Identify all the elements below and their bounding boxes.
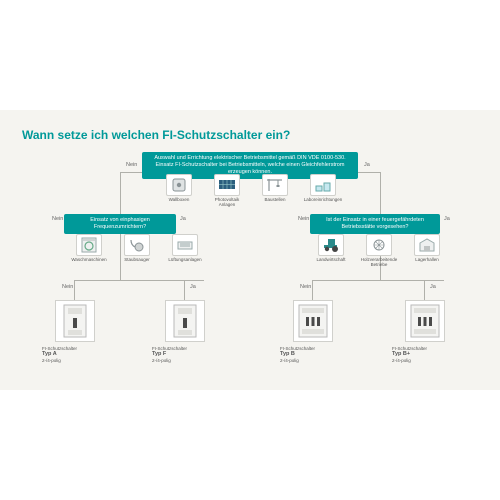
icon-row-left: Waschmaschinen Staubsauger Lüftungsanlagen	[70, 234, 204, 263]
label-yes: Ja	[430, 284, 436, 290]
lab-icon	[310, 174, 336, 196]
icon-row-right: Landwirtschaft Holzverarbeitende Betriebe…	[312, 234, 446, 268]
slide: Wann setze ich welchen FI-Schutzschalter…	[0, 110, 500, 390]
label-yes: Ja	[190, 284, 196, 290]
vacuum-icon	[124, 234, 150, 256]
icon-row-top: Wallboxen Photovoltaik Anlagen Baustellen L…	[160, 174, 342, 208]
icon-label: Lagerhallen	[415, 258, 439, 263]
device-icon	[55, 300, 95, 342]
icon-label: Wallboxen	[169, 198, 190, 203]
icon-label: Baustellen	[264, 198, 285, 203]
icon-item: Holzverarbeitende Betriebe	[360, 234, 398, 268]
icon-label: Waschmaschinen	[71, 258, 106, 263]
question-left: Einsatz von einphasigen Frequenzumrichte…	[64, 214, 176, 234]
hvac-icon	[172, 234, 198, 256]
icon-label: Laboreinrichtungen	[304, 198, 343, 203]
icon-label: Photovoltaik Anlagen	[208, 198, 246, 208]
result-typ-f: FI-Schutzschalter Typ F 2-/4-polig	[152, 300, 218, 363]
icon-item: Wallboxen	[160, 174, 198, 203]
icon-item: Landwirtschaft	[312, 234, 350, 263]
warehouse-icon	[414, 234, 440, 256]
page-title: Wann setze ich welchen FI-Schutzschalter…	[22, 128, 478, 142]
pv-icon	[214, 174, 240, 196]
icon-item: Staubsauger	[118, 234, 156, 263]
tractor-icon	[318, 234, 344, 256]
icon-label: Lüftungsanlagen	[168, 258, 201, 263]
device-icon	[405, 300, 445, 342]
label-no: Nein	[300, 284, 311, 290]
label-no: Nein	[52, 216, 63, 222]
question-right: Ist der Einsatz in einer feuergefährdete…	[310, 214, 440, 234]
flowchart: Auswahl und Errichtung elektrischer Betr…	[22, 152, 478, 382]
label-yes: Ja	[364, 162, 370, 168]
icon-item: Baustellen	[256, 174, 294, 203]
result-typ-a: FI-Schutzschalter Typ A 2-/4-polig	[42, 300, 108, 363]
washer-icon	[76, 234, 102, 256]
device-icon	[165, 300, 205, 342]
wood-icon	[366, 234, 392, 256]
icon-item: Laboreinrichtungen	[304, 174, 342, 203]
icon-label: Landwirtschaft	[316, 258, 345, 263]
wallbox-icon	[166, 174, 192, 196]
device-icon	[293, 300, 333, 342]
icon-item: Lüftungsanlagen	[166, 234, 204, 263]
icon-item: Photovoltaik Anlagen	[208, 174, 246, 208]
label-no: Nein	[62, 284, 73, 290]
icon-item: Waschmaschinen	[70, 234, 108, 263]
icon-label: Staubsauger	[124, 258, 150, 263]
label-yes: Ja	[180, 216, 186, 222]
icon-label: Holzverarbeitende Betriebe	[360, 258, 398, 268]
crane-icon	[262, 174, 288, 196]
result-typ-bplus: FI-Schutzschalter Typ B+ 2-/4-polig	[392, 300, 458, 363]
label-no: Nein	[126, 162, 137, 168]
icon-item: Lagerhallen	[408, 234, 446, 263]
result-typ-b: FI-Schutzschalter Typ B 2-/4-polig	[280, 300, 346, 363]
label-yes: Ja	[444, 216, 450, 222]
label-no: Nein	[298, 216, 309, 222]
